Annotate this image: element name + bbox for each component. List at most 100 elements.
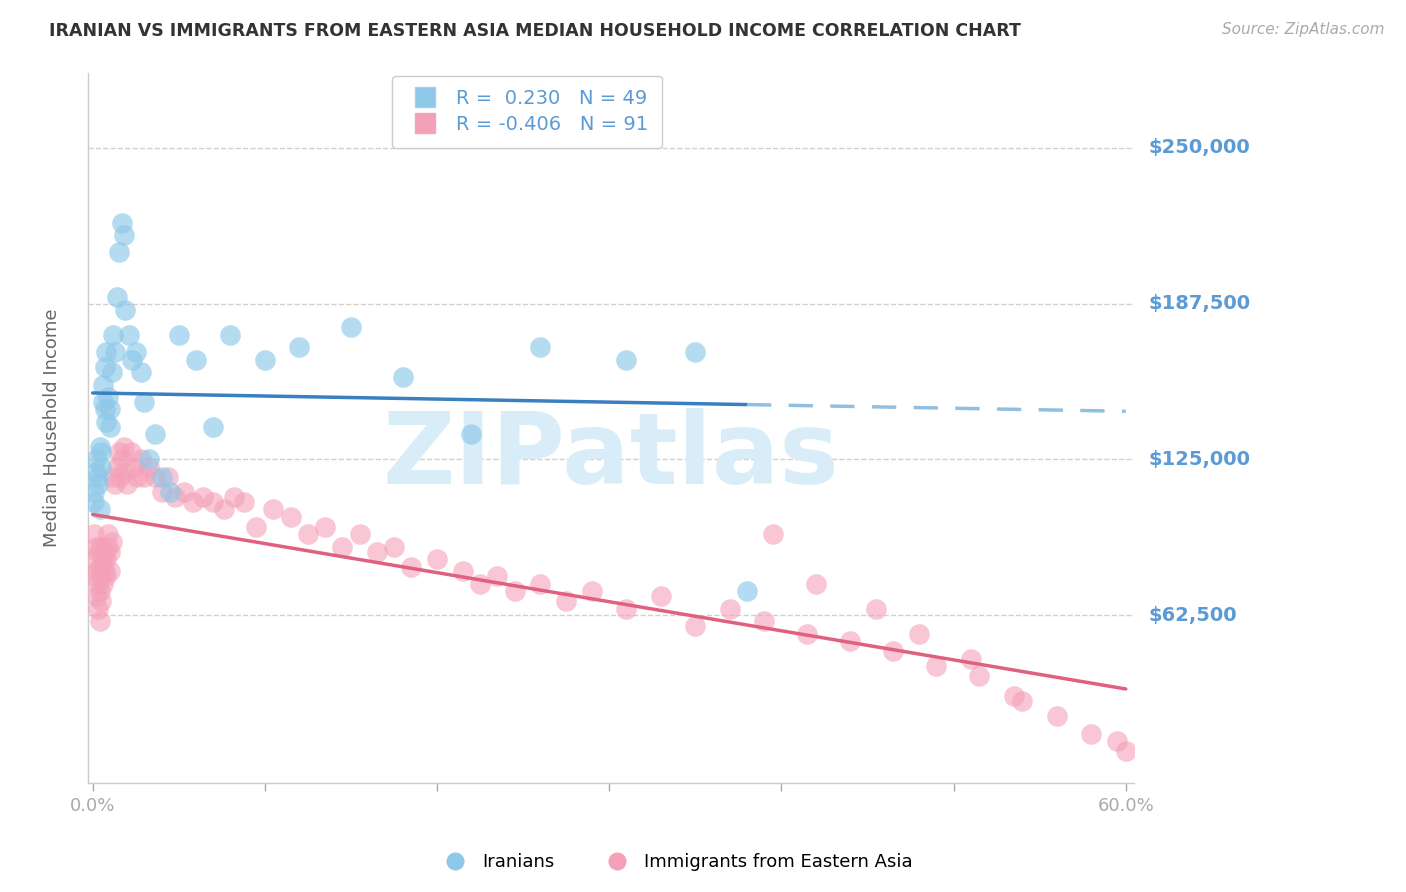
Point <box>253 352 276 367</box>
Point <box>616 602 638 616</box>
Point <box>125 345 148 359</box>
Point <box>83 552 105 566</box>
Point <box>529 577 551 591</box>
Point <box>89 584 111 599</box>
Point <box>87 602 110 616</box>
Point <box>685 345 707 359</box>
Point <box>555 594 578 608</box>
Point <box>330 540 353 554</box>
Point <box>122 459 145 474</box>
Point <box>150 484 173 499</box>
Point <box>297 527 319 541</box>
Point <box>165 490 187 504</box>
Y-axis label: Median Household Income: Median Household Income <box>44 309 60 548</box>
Text: IRANIAN VS IMMIGRANTS FROM EASTERN ASIA MEDIAN HOUSEHOLD INCOME CORRELATION CHAR: IRANIAN VS IMMIGRANTS FROM EASTERN ASIA … <box>49 22 1021 40</box>
Point <box>426 552 449 566</box>
Point <box>754 615 776 629</box>
Point <box>159 484 181 499</box>
Point <box>212 502 235 516</box>
Point <box>90 569 112 583</box>
Point <box>1002 689 1025 703</box>
Point <box>839 634 862 648</box>
Point <box>93 565 115 579</box>
Point <box>90 459 112 474</box>
Point <box>138 452 160 467</box>
Point <box>222 490 245 504</box>
Point <box>191 490 214 504</box>
Point <box>181 494 204 508</box>
Point <box>96 345 118 359</box>
Point <box>98 402 121 417</box>
Point <box>366 544 388 558</box>
Point <box>91 577 114 591</box>
Point <box>1046 709 1069 723</box>
Point <box>84 452 107 467</box>
Text: $250,000: $250,000 <box>1149 138 1250 157</box>
Point <box>486 569 509 583</box>
Point <box>121 352 143 367</box>
Point <box>91 552 114 566</box>
Point <box>107 245 129 260</box>
Point <box>120 445 142 459</box>
Point <box>84 540 107 554</box>
Point <box>91 377 114 392</box>
Point <box>150 470 173 484</box>
Text: $62,500: $62,500 <box>1149 606 1237 624</box>
Point <box>98 420 121 434</box>
Point <box>143 470 166 484</box>
Point <box>105 290 128 304</box>
Point <box>83 494 105 508</box>
Point <box>340 320 363 334</box>
Point <box>650 590 672 604</box>
Point <box>134 470 156 484</box>
Point <box>89 615 111 629</box>
Point <box>87 577 110 591</box>
Point <box>98 544 121 558</box>
Point <box>134 395 156 409</box>
Point <box>104 477 127 491</box>
Point <box>908 627 931 641</box>
Point <box>89 440 111 454</box>
Point <box>97 390 120 404</box>
Point <box>100 534 122 549</box>
Point <box>104 345 127 359</box>
Point <box>925 659 948 673</box>
Point <box>451 565 474 579</box>
Text: $187,500: $187,500 <box>1149 294 1250 313</box>
Point <box>288 340 311 354</box>
Point <box>804 577 827 591</box>
Point <box>202 494 225 508</box>
Point <box>1080 726 1102 740</box>
Point <box>219 327 242 342</box>
Point <box>90 445 112 459</box>
Point <box>112 440 135 454</box>
Point <box>735 584 758 599</box>
Point <box>263 502 285 516</box>
Point <box>97 540 120 554</box>
Point <box>173 484 195 499</box>
Point <box>349 527 371 541</box>
Point <box>1115 744 1137 758</box>
Point <box>87 470 110 484</box>
Point <box>84 465 107 479</box>
Point <box>184 352 207 367</box>
Point <box>969 669 991 683</box>
Point <box>157 470 180 484</box>
Point <box>1011 694 1033 708</box>
Point <box>468 577 491 591</box>
Point <box>796 627 818 641</box>
Point <box>103 470 125 484</box>
Point <box>959 651 981 665</box>
Point <box>107 445 129 459</box>
Point <box>314 519 336 533</box>
Point <box>91 395 114 409</box>
Point <box>87 477 110 491</box>
Point <box>84 590 107 604</box>
Text: Source: ZipAtlas.com: Source: ZipAtlas.com <box>1222 22 1385 37</box>
Point <box>685 619 707 633</box>
Text: ZIPatlas: ZIPatlas <box>382 408 839 505</box>
Point <box>96 415 118 429</box>
Point <box>718 602 741 616</box>
Point <box>112 227 135 242</box>
Point <box>111 452 134 467</box>
